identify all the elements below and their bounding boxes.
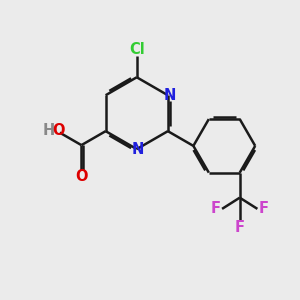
Text: F: F (235, 220, 245, 235)
Text: N: N (132, 142, 144, 157)
Text: O: O (52, 123, 64, 138)
Text: F: F (259, 201, 269, 216)
Text: Cl: Cl (129, 42, 145, 57)
Text: F: F (211, 201, 220, 216)
Text: N: N (163, 88, 176, 103)
Text: H: H (42, 123, 55, 138)
Text: O: O (75, 169, 88, 184)
